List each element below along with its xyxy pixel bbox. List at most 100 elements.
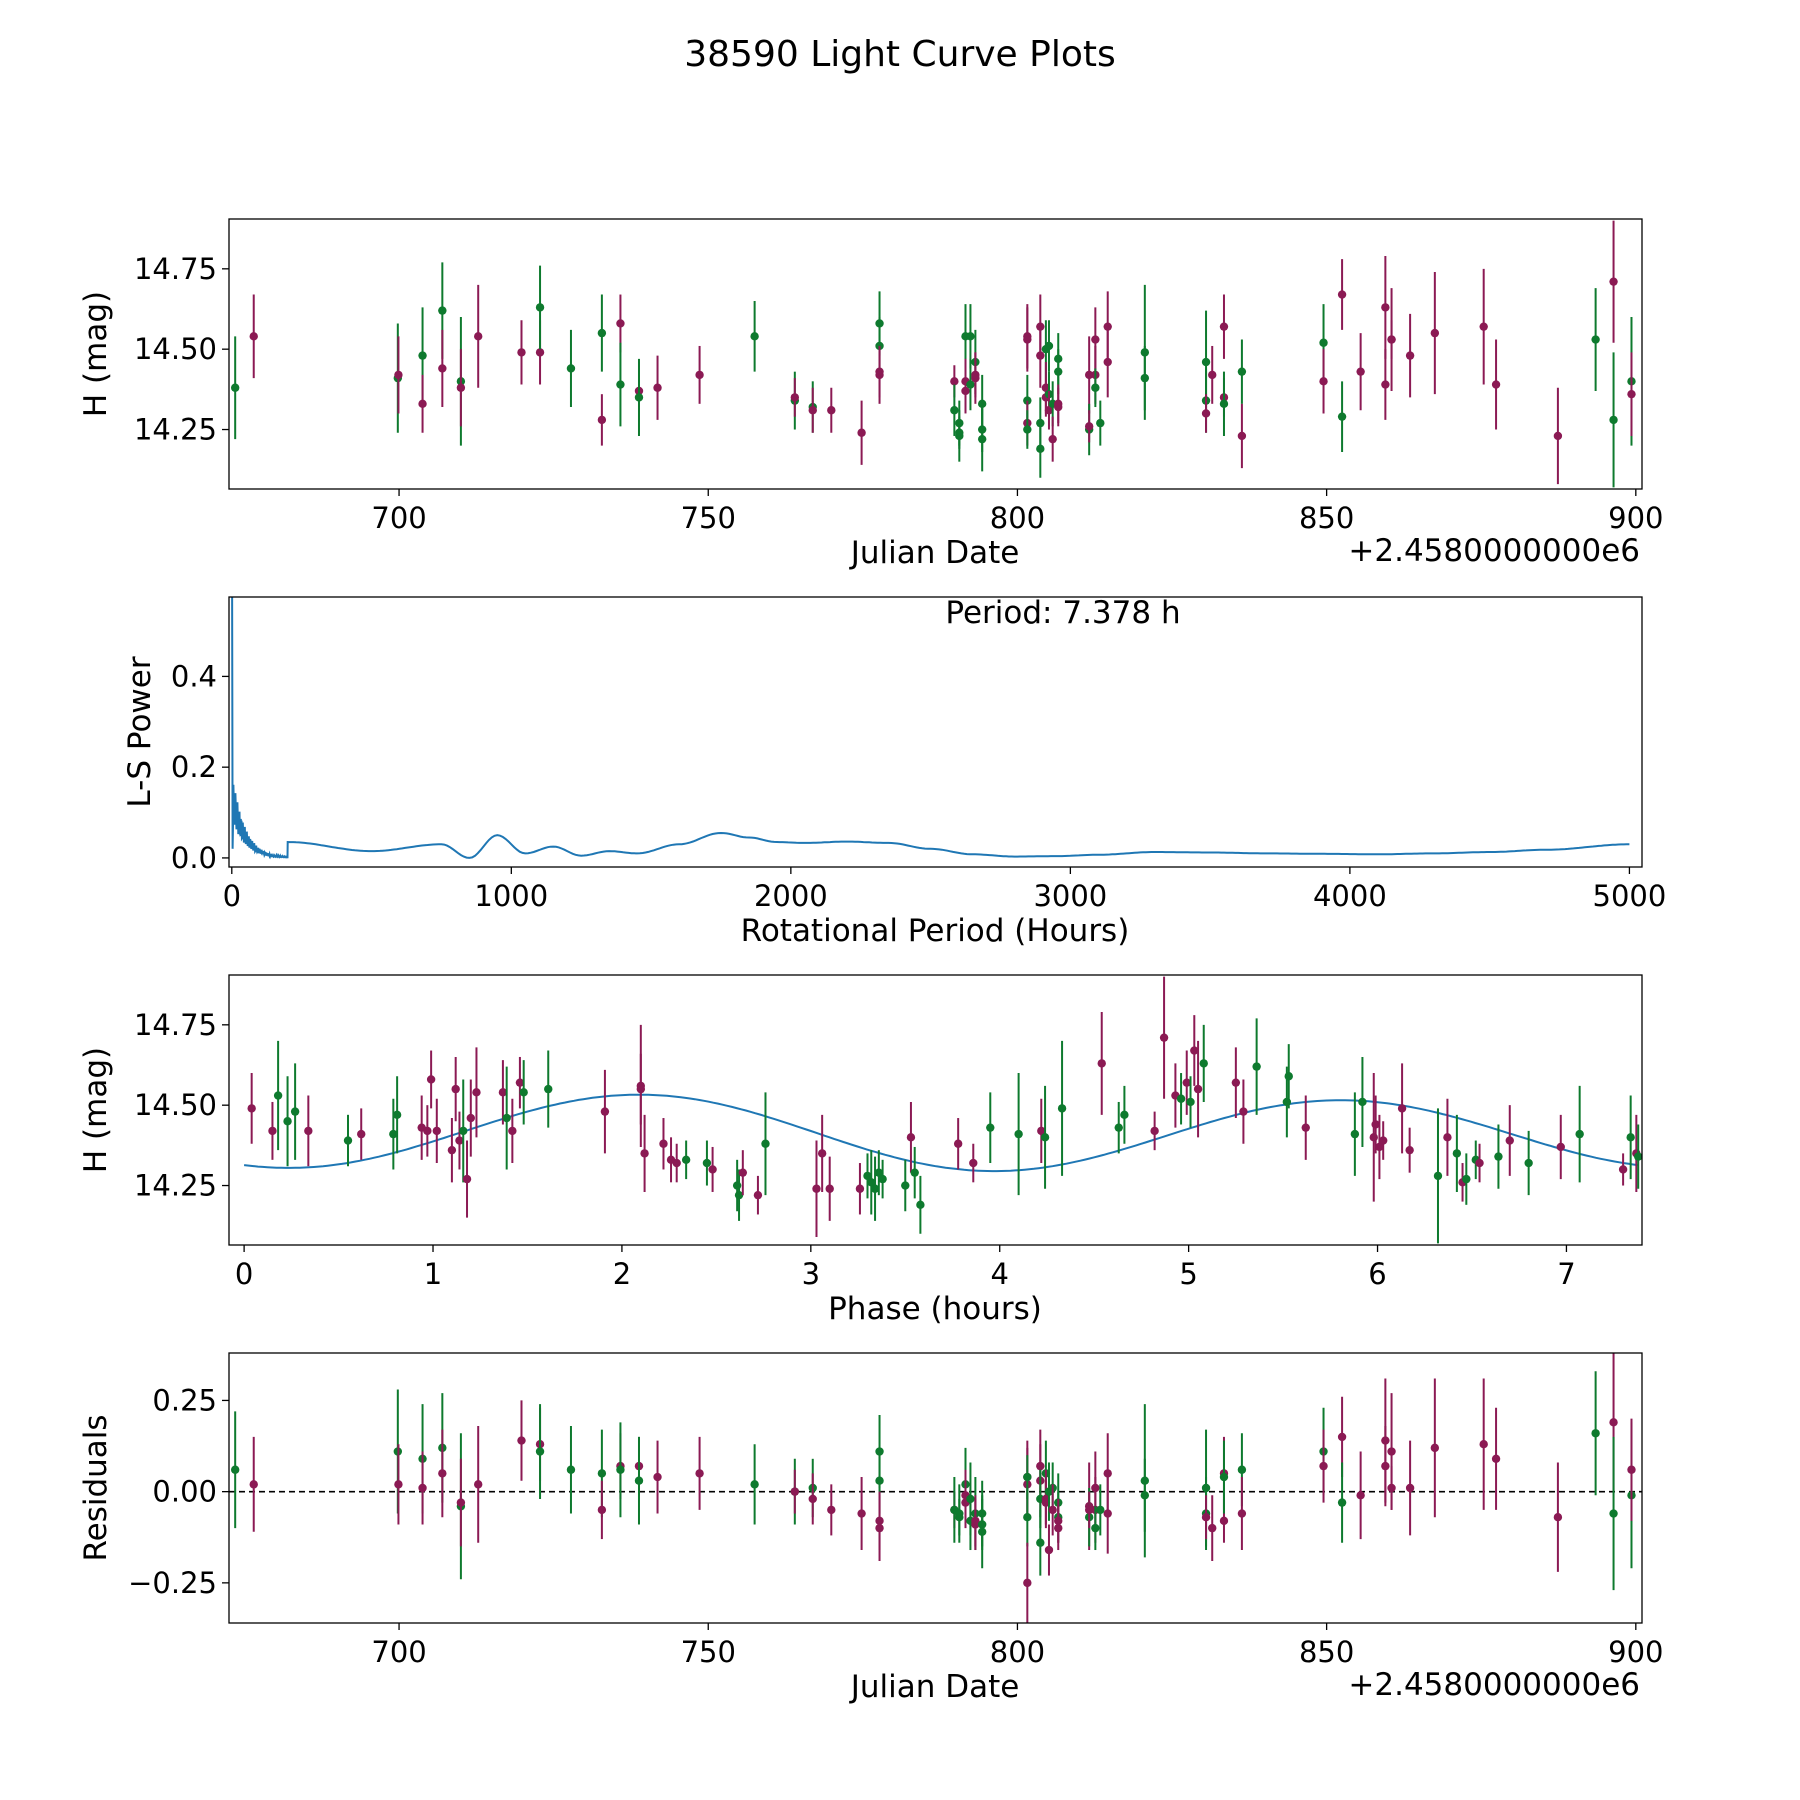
phased-point — [1182, 1078, 1191, 1087]
phased-point — [1057, 1104, 1067, 1113]
phased-axes-frame — [228, 974, 1643, 1246]
residuals-point — [875, 1523, 884, 1533]
phased-point — [1284, 1072, 1293, 1081]
phased-point — [1556, 1142, 1565, 1152]
residuals-xtick-label: 700 — [371, 1635, 426, 1669]
phased-ytick-label: 14.50 — [134, 1088, 217, 1122]
lightcurve-point — [1091, 383, 1100, 392]
phased-point — [681, 1155, 691, 1165]
residuals-point — [955, 1512, 964, 1522]
residuals-point — [1337, 1432, 1347, 1442]
residuals-point — [1430, 1443, 1440, 1453]
phased-point — [986, 1123, 995, 1132]
lightcurve-point — [950, 406, 959, 415]
lightcurve-point — [230, 383, 240, 392]
residuals-point — [1387, 1483, 1396, 1493]
phased-point — [357, 1129, 366, 1139]
lightcurve-point — [950, 377, 959, 386]
phased-point — [1252, 1062, 1261, 1071]
periodogram-xlabel: Rotational Period (Hours) — [741, 913, 1130, 949]
phased-point — [953, 1139, 963, 1148]
lightcurve-offset-label: +2.4580000000e6 — [1348, 533, 1640, 569]
residuals-point — [653, 1472, 662, 1482]
lightcurve-xlabel: Julian Date — [849, 535, 1020, 571]
phased-point — [273, 1091, 283, 1100]
phased-point — [1231, 1078, 1241, 1087]
phased-point — [451, 1084, 460, 1094]
phased-point — [1634, 1152, 1642, 1161]
phased-point — [916, 1200, 925, 1210]
lightcurve-point — [653, 383, 662, 392]
phased-point — [466, 1113, 475, 1123]
residuals-point — [517, 1436, 526, 1445]
lightcurve-point — [597, 415, 607, 425]
phased-point — [812, 1184, 821, 1193]
residuals-ticks: 700 750 800 850 900 −0.25 0.00 0.25 — [128, 1383, 1663, 1669]
phased-point — [1159, 1033, 1169, 1042]
lightcurve-point — [456, 383, 466, 392]
residuals-point — [827, 1505, 836, 1515]
phased-point — [761, 1139, 770, 1148]
lightcurve-point — [1337, 290, 1347, 299]
phased-point — [389, 1129, 398, 1139]
phased-point — [867, 1178, 876, 1187]
phased-point — [1475, 1158, 1484, 1168]
lightcurve-point — [1103, 322, 1112, 331]
phased-point — [1199, 1059, 1208, 1068]
phased-point — [343, 1136, 353, 1145]
lightcurve-point — [1627, 389, 1636, 399]
figure-title: 38590 Light Curve Plots — [684, 34, 1116, 75]
lightcurve-xtick-label: 800 — [990, 501, 1045, 535]
phased-model-curve — [243, 1093, 1638, 1173]
phased-xtick-label: 7 — [1557, 1257, 1575, 1291]
periodogram-xtick-label: 5000 — [1593, 879, 1667, 913]
lightcurve-point — [1553, 431, 1563, 441]
phased-point — [1369, 1133, 1378, 1142]
phased-point — [1193, 1084, 1203, 1094]
phased-point — [901, 1181, 910, 1190]
residuals-point — [1627, 1465, 1636, 1474]
phased-point — [519, 1088, 528, 1097]
phased-point — [1301, 1123, 1310, 1132]
periodogram-axes-frame — [228, 596, 1643, 868]
lightcurve-marks — [230, 220, 1636, 488]
residuals-axes-frame — [228, 1352, 1643, 1624]
phased-point — [738, 1168, 748, 1177]
phased-xtick-label: 3 — [802, 1257, 820, 1291]
residuals-point — [1208, 1523, 1217, 1533]
phased-ytick-label: 14.75 — [134, 1008, 217, 1042]
lightcurve-point — [566, 364, 576, 373]
phased-point — [1190, 1046, 1199, 1055]
phased-xtick-label: 1 — [424, 1257, 442, 1291]
lightcurve-point — [1084, 370, 1094, 380]
phased-point — [508, 1126, 517, 1136]
phased-xtick-label: 0 — [235, 1257, 253, 1291]
residuals-point — [1405, 1483, 1415, 1493]
residuals-point — [1609, 1509, 1618, 1518]
residuals-point — [695, 1469, 704, 1478]
residuals-point — [1103, 1509, 1112, 1518]
phased-point — [1379, 1136, 1388, 1145]
periodogram-marks — [231, 597, 1630, 860]
residuals-ylabel: Residuals — [78, 1414, 114, 1561]
phased-xtick-label: 6 — [1368, 1257, 1386, 1291]
lightcurve-point — [955, 431, 964, 441]
lightcurve-xtick-label: 850 — [1299, 501, 1354, 535]
lightcurve-point — [808, 406, 817, 415]
lightcurve-point — [1479, 322, 1488, 331]
periodogram-ytick-label: 0.2 — [171, 750, 217, 784]
phased-point — [1618, 1165, 1628, 1174]
phased-point — [1176, 1094, 1186, 1103]
residuals-point — [1023, 1472, 1032, 1482]
phased-point — [1097, 1059, 1106, 1068]
phased-point — [1433, 1171, 1443, 1181]
lightcurve-point — [966, 380, 975, 389]
residuals-point — [750, 1480, 759, 1489]
lightcurve-point — [827, 406, 836, 415]
lightcurve-panel: 700 750 800 850 900 14.25 14.50 14.75 Julian Da… — [78, 218, 1663, 571]
residuals-point — [566, 1465, 576, 1474]
residuals-panel: 700 750 800 850 900 −0.25 0.00 0.25 Julian Date… — [78, 1352, 1663, 1705]
residuals-xtick-label: 800 — [990, 1635, 1045, 1669]
lightcurve-point — [394, 370, 403, 380]
residuals-point — [1044, 1545, 1054, 1555]
